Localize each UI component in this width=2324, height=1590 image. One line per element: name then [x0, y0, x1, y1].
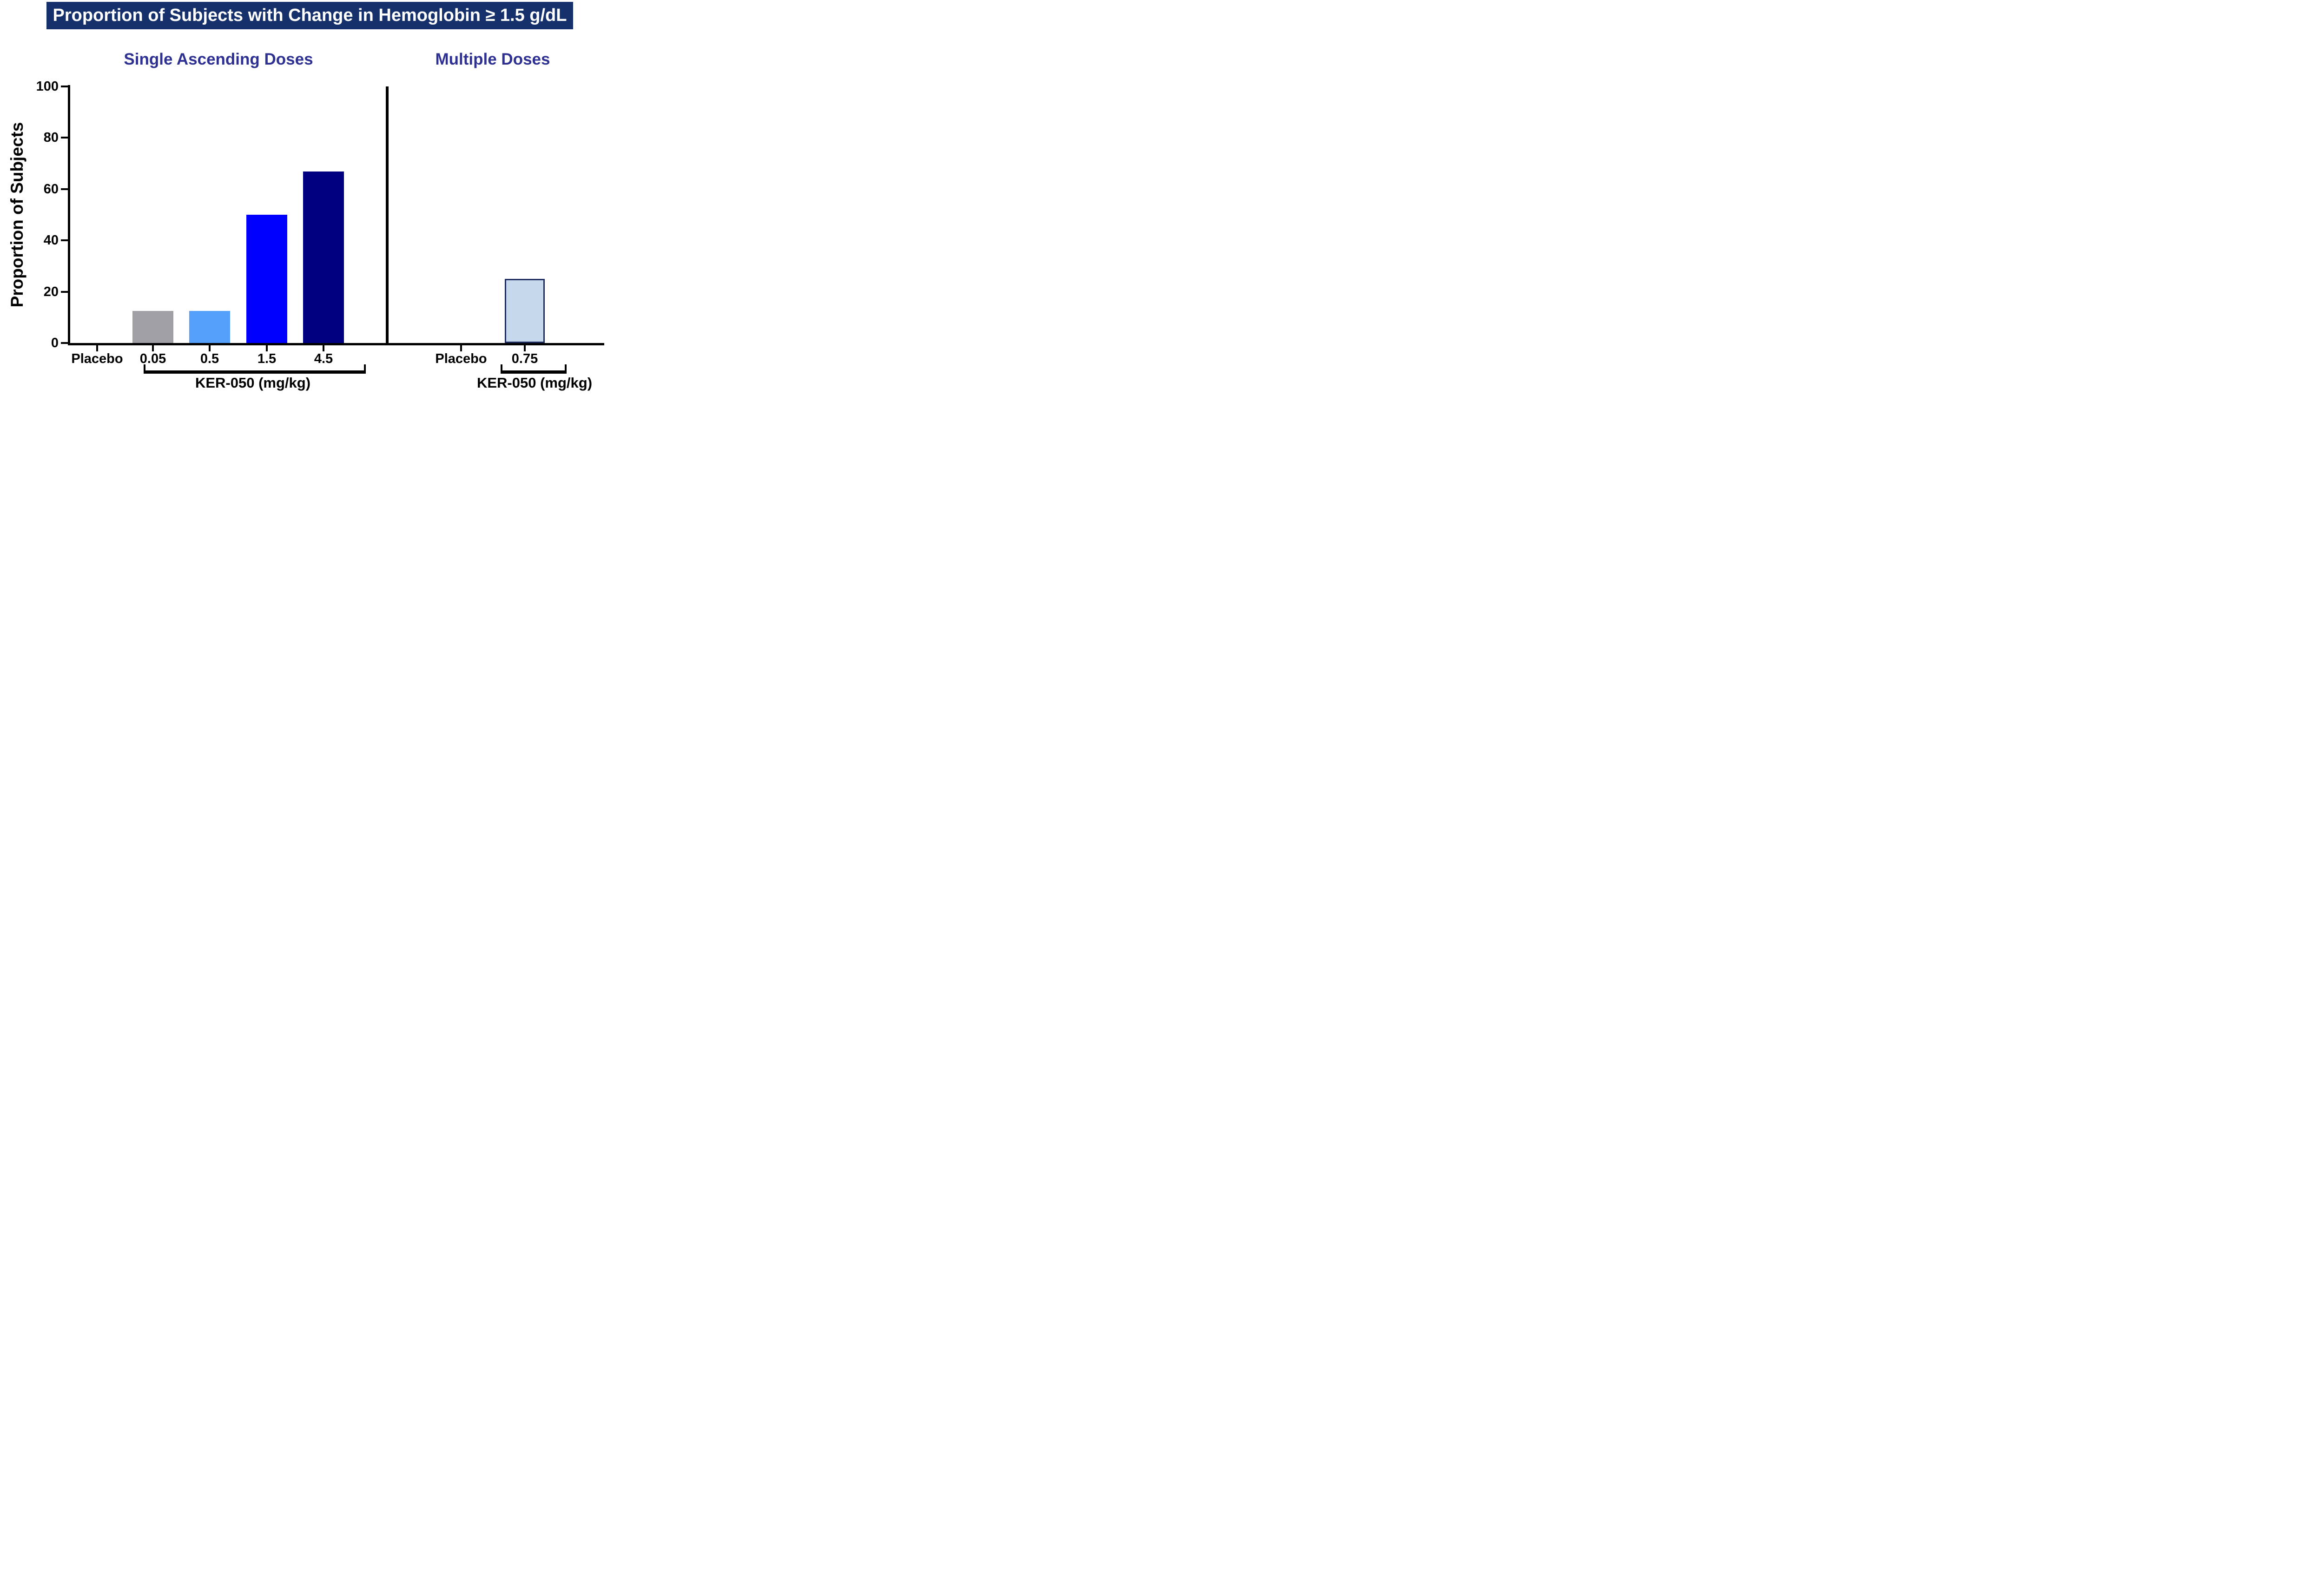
y-axis-line — [68, 85, 70, 345]
bar-single-0.05 — [132, 310, 173, 343]
bar-multiple-0.75 — [505, 278, 545, 343]
dose-group-label-single: KER-050 (mg/kg) — [195, 375, 311, 391]
dose-group-label-multiple: KER-050 (mg/kg) — [476, 375, 593, 391]
y-axis-tick-label: 60 — [43, 181, 59, 197]
x-axis-tick — [323, 345, 324, 351]
bar-single-0.5 — [189, 310, 230, 343]
x-axis-tick-label-1.5: 1.5 — [257, 351, 277, 366]
y-axis-tick-label: 20 — [43, 284, 59, 299]
x-axis-tick-label-placebo: Placebo — [71, 351, 123, 366]
y-axis-tick — [61, 290, 68, 293]
x-axis-tick — [524, 345, 526, 351]
panel-subtitle-single-ascending-doses: Single Ascending Doses — [124, 50, 313, 68]
chart-figure: Proportion of Subjects with Change in He… — [0, 0, 604, 398]
x-axis-tick-label-4.5: 4.5 — [314, 351, 333, 366]
y-axis-tick-label: 40 — [43, 233, 59, 248]
y-axis-tick — [61, 85, 68, 87]
x-axis-tick — [96, 345, 98, 351]
x-axis-tick-label-0.75: 0.75 — [511, 351, 538, 366]
panel-divider-line — [386, 86, 389, 343]
x-axis-tick — [209, 345, 211, 351]
chart-title: Proportion of Subjects with Change in He… — [53, 6, 567, 25]
bar-single-4.5 — [303, 172, 344, 343]
chart-title-banner: Proportion of Subjects with Change in He… — [46, 2, 573, 29]
x-axis-tick-label-0.05: 0.05 — [139, 351, 166, 366]
x-axis-tick-label-0.5: 0.5 — [200, 351, 219, 366]
x-axis-tick — [152, 345, 154, 351]
dose-group-bracket-multiple — [501, 364, 567, 374]
y-axis-tick-label: 100 — [36, 79, 59, 94]
x-axis-tick — [266, 345, 268, 351]
y-axis-tick — [61, 342, 68, 344]
panel-subtitle-multiple-doses: Multiple Doses — [435, 50, 550, 68]
y-axis-title: Proportion of Subjects — [7, 122, 26, 308]
y-axis-tick-label: 80 — [43, 130, 59, 145]
y-axis-tick-label: 0 — [51, 336, 59, 350]
x-axis-tick — [460, 345, 462, 351]
y-axis-tick — [61, 137, 68, 139]
dose-group-bracket-single — [144, 364, 366, 374]
y-axis-tick — [61, 239, 68, 241]
bar-single-1.5 — [246, 214, 287, 343]
x-axis-tick-label-placebo: Placebo — [435, 351, 487, 366]
x-axis-line — [68, 343, 604, 345]
y-axis-tick — [61, 188, 68, 190]
